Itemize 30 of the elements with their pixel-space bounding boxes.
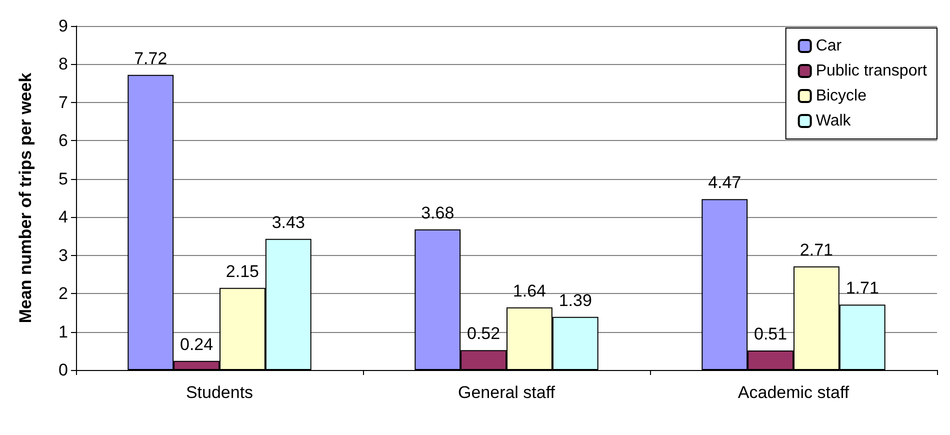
y-axis-title: Mean number of trips per week <box>16 72 35 324</box>
y-tick-label: 7 <box>58 92 68 112</box>
y-tick-label: 5 <box>58 169 68 188</box>
data-label: 4.47 <box>708 173 742 192</box>
y-tick-label: 2 <box>58 284 68 304</box>
data-label: 0.24 <box>180 334 214 354</box>
data-label: 2.71 <box>800 240 834 260</box>
x-tick-label: General staff <box>458 383 556 402</box>
y-tick-label: 1 <box>58 322 68 342</box>
y-tick-label: 6 <box>58 131 68 150</box>
y-tick-label: 3 <box>58 246 68 265</box>
x-tick-label: Academic staff <box>738 383 850 402</box>
data-label: 2.15 <box>226 262 260 281</box>
data-label: 0.52 <box>466 324 500 344</box>
y-tick-label: 4 <box>58 208 68 227</box>
data-label: 0.51 <box>754 324 788 344</box>
data-label: 3.68 <box>421 203 454 222</box>
y-tick-label: 8 <box>58 54 68 74</box>
data-label: 1.39 <box>558 290 592 310</box>
data-label: 7.72 <box>134 48 168 68</box>
legend-label: Bicycle <box>816 88 867 104</box>
data-label: 1.64 <box>512 281 546 300</box>
y-tick-label: 9 <box>58 16 68 36</box>
legend-label: Walk <box>816 112 852 130</box>
legend-label: Public transport <box>816 62 928 80</box>
data-label: 3.43 <box>272 212 305 232</box>
y-tick-label: 0 <box>58 360 68 380</box>
legend-label: Car <box>816 38 842 54</box>
data-label: 1.71 <box>846 278 879 298</box>
x-tick-label: Students <box>186 383 254 402</box>
